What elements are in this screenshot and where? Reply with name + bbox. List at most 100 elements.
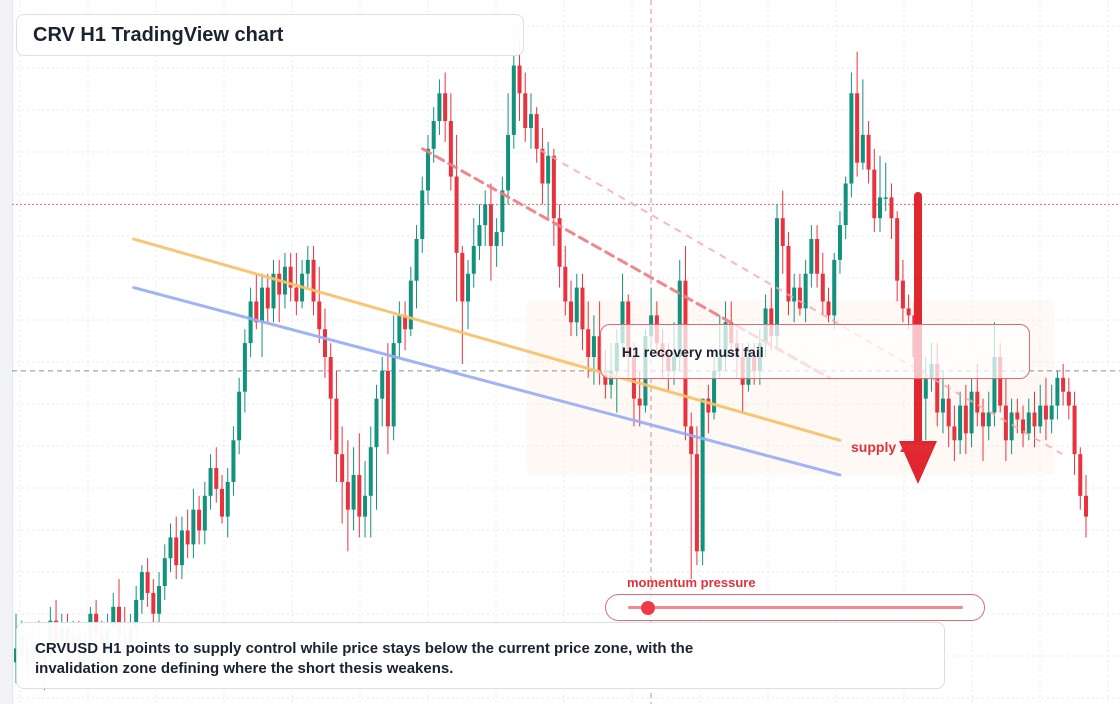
- candle-body: [431, 121, 436, 149]
- candle-body: [214, 468, 219, 489]
- candle-body: [443, 93, 448, 122]
- candle-body: [494, 232, 499, 246]
- candle: [237, 377, 242, 455]
- candle: [305, 245, 310, 288]
- candle-body: [448, 121, 453, 177]
- candle: [574, 273, 579, 337]
- candle-body: [872, 169, 877, 219]
- candle: [1009, 398, 1014, 455]
- candle-body: [935, 363, 940, 413]
- candle: [1061, 363, 1066, 406]
- summary-card: CRVUSD H1 points to supply control while…: [16, 622, 945, 689]
- candle-body: [265, 287, 270, 309]
- candle: [454, 134, 459, 302]
- candle: [849, 72, 854, 198]
- price-scale-strip: [0, 0, 13, 704]
- candle: [139, 565, 144, 614]
- candle: [815, 225, 820, 288]
- candle-body: [992, 357, 997, 413]
- candle: [494, 218, 499, 267]
- candle: [878, 155, 883, 233]
- candle: [557, 204, 562, 288]
- candle: [260, 273, 265, 357]
- candle-body: [1049, 405, 1054, 420]
- candle-body: [1083, 495, 1089, 517]
- candle: [219, 474, 224, 524]
- candle: [374, 384, 379, 510]
- candle-body: [317, 301, 322, 330]
- candle-body: [357, 474, 362, 517]
- candle: [311, 245, 316, 316]
- candle-body: [1021, 419, 1026, 434]
- candle-body: [254, 301, 259, 323]
- candle-body: [368, 447, 373, 496]
- candle: [271, 259, 276, 323]
- candle: [162, 544, 167, 600]
- candle: [546, 141, 551, 219]
- candle-body: [260, 287, 265, 323]
- candle-body: [946, 398, 951, 427]
- candle-body: [803, 273, 808, 309]
- candle: [1066, 377, 1071, 420]
- momentum-slider[interactable]: [605, 594, 985, 621]
- candle-body: [139, 572, 144, 600]
- summary-text: CRVUSD H1 points to supply control while…: [35, 640, 694, 677]
- recovery-note-text: H1 recovery must fail: [622, 343, 764, 360]
- candle: [248, 287, 253, 357]
- candle-body: [197, 509, 202, 531]
- candle-body: [889, 197, 894, 219]
- candle: [820, 252, 825, 316]
- candle-body: [786, 245, 791, 302]
- candle-body: [712, 370, 717, 413]
- candle: [168, 523, 173, 573]
- candle-body: [517, 65, 522, 94]
- candle: [563, 245, 568, 316]
- candle: [809, 225, 814, 288]
- candle: [191, 488, 196, 559]
- candle: [958, 391, 963, 455]
- candle-body: [969, 391, 974, 434]
- arrow-head: [899, 441, 937, 484]
- candle-body: [866, 134, 871, 170]
- candle: [477, 204, 482, 260]
- candle-body: [906, 308, 911, 316]
- candle: [340, 426, 345, 524]
- candle: [1072, 391, 1077, 475]
- candle-body: [677, 280, 682, 357]
- candle-body: [843, 183, 848, 226]
- candle: [551, 148, 556, 246]
- candle: [437, 79, 442, 135]
- candle-body: [185, 530, 190, 545]
- momentum-thumb[interactable]: [640, 601, 655, 615]
- candle-body: [483, 204, 488, 226]
- candle: [471, 218, 476, 288]
- candle: [357, 433, 362, 538]
- candle-body: [809, 239, 814, 274]
- candle-body: [546, 155, 551, 184]
- candle-body: [591, 336, 596, 357]
- candle-body: [1003, 405, 1008, 441]
- candle: [969, 377, 974, 448]
- candle-body: [1078, 454, 1083, 496]
- candle: [528, 93, 533, 149]
- candle: [580, 273, 585, 351]
- candle-body: [322, 329, 327, 357]
- candle: [1078, 447, 1083, 510]
- support-trendline: [132, 237, 842, 442]
- candle: [151, 579, 156, 628]
- supply-zone-label: supply zone: [851, 439, 932, 455]
- candle-body: [363, 495, 368, 517]
- candle-body: [900, 280, 905, 309]
- candle-body: [820, 273, 825, 302]
- candle-body: [792, 287, 797, 302]
- candle: [866, 121, 871, 184]
- candle-body: [385, 370, 390, 427]
- candle: [448, 93, 453, 191]
- candle: [345, 440, 350, 552]
- candle-body: [454, 176, 459, 253]
- candle-body: [397, 315, 402, 344]
- candle-body: [1032, 412, 1037, 427]
- candle-body: [294, 287, 299, 302]
- candle-body: [883, 197, 888, 199]
- candle-body: [569, 301, 574, 323]
